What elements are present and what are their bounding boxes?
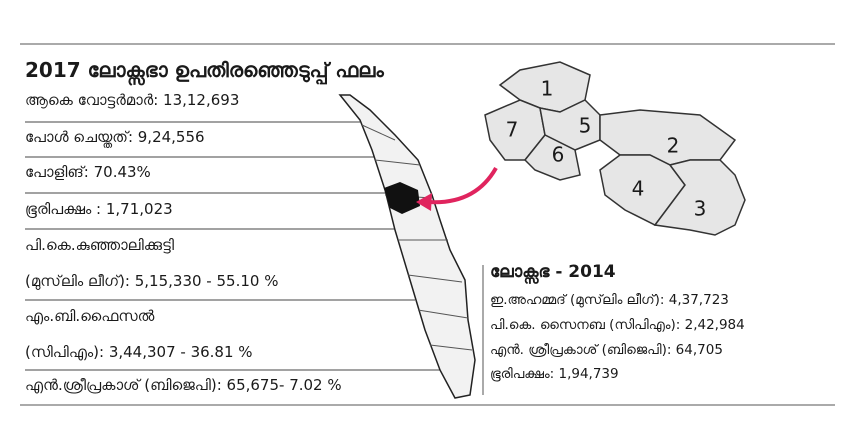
region-label: 4: [632, 177, 645, 201]
result-row: ഭൂരിപക്ഷം : 1,71,023: [25, 200, 173, 218]
result-row: പോളിങ്: 70.43%: [25, 163, 151, 181]
result-row: (സിപിഎം): 3,44,307 - 36.81 %: [25, 343, 253, 361]
region-label: 2: [667, 134, 680, 158]
info-line: ഇ.അഹമ്മദ് (മുസ്‌ലിം ലീഗ്): 4,37,723: [490, 292, 729, 308]
region-label: 3: [694, 197, 707, 221]
result-row: (മുസ്‌ലിം ലീഗ്): 5,15,330 - 55.10 %: [25, 272, 279, 290]
region-label: 5: [579, 114, 592, 138]
highlight-district: [384, 182, 420, 214]
result-row: പോൾ ചെയ്തത്: 9,24,556: [25, 128, 205, 146]
result-row: ആകെ വോട്ടർമാർ: 13,12,693: [25, 91, 240, 109]
result-row: എൻ.ശ്രീപ്രകാശ് (ബിജെപി): 65,675- 7.02 %: [25, 376, 342, 394]
section-title: ലോക്സഭ - 2014: [490, 262, 616, 282]
region-label: 1: [541, 77, 554, 101]
result-row: എം.ബി.ഫൈസൽ: [25, 307, 155, 325]
arrow: [416, 166, 498, 211]
info-line: പി.കെ. സൈനബ (സിപിഎം): 2,42,984: [490, 317, 745, 333]
kerala-map: [338, 94, 476, 399]
region-label: 7: [506, 118, 519, 142]
title: 2017 ലോക്സഭാ ഉപതിരഞ്ഞെടുപ്പ് ഫലം: [25, 58, 384, 82]
result-row: പി.കെ.കുഞ്ഞാലിക്കുട്ടി: [25, 236, 175, 254]
constituency-map: [484, 61, 746, 236]
region-label: 6: [552, 143, 565, 167]
info-line: എൻ. ശ്രീപ്രകാശ് (ബിജെപി): 64,705: [490, 342, 723, 358]
info-line: ഭൂരിപക്ഷം: 1,94,739: [490, 366, 619, 382]
row-separators: [25, 121, 440, 371]
